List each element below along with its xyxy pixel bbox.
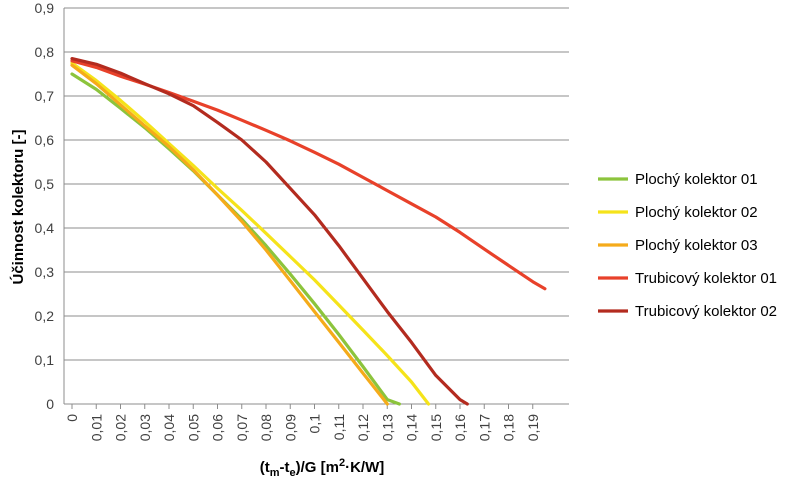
- x-axis-title: (tm-te)/G [m2·K/W]: [260, 457, 385, 479]
- x-tick-label: 0,17: [476, 414, 492, 441]
- grid-lines: [64, 7, 569, 361]
- x-axis-title-subscript: e: [290, 467, 296, 479]
- y-tick-label: 0,8: [35, 44, 55, 60]
- y-tick-label: 0,7: [35, 88, 55, 104]
- x-tick-label: 0,05: [185, 414, 201, 441]
- y-tick-label: 0: [46, 396, 54, 412]
- x-axis-title-part: (t: [260, 459, 270, 476]
- y-tick-label: 0,6: [35, 132, 55, 148]
- x-tick-label: 0,14: [404, 414, 420, 441]
- y-tick-label: 0,3: [35, 264, 55, 280]
- x-axis-title-part: )/G [m: [296, 459, 339, 476]
- x-axis-title-subscript: m: [270, 467, 280, 479]
- x-tick-label: 0,16: [452, 414, 468, 441]
- series-line-3: [70, 63, 389, 406]
- legend-label: Plochý kolektor 02: [635, 204, 758, 221]
- x-tick-label: 0,1: [307, 414, 323, 434]
- x-axis-title-superscript: 2: [339, 457, 345, 469]
- x-tick-label: 0,01: [88, 414, 104, 441]
- x-tick-label: 0,19: [525, 414, 541, 441]
- x-tick-label: 0: [64, 414, 80, 422]
- y-tick-label: 0,2: [35, 308, 55, 324]
- y-tick-label: 0,1: [35, 352, 55, 368]
- y-tick-labels: 0 0,1 0,2 0,3 0,4 0,5 0,6 0,7 0,8 0,9: [35, 0, 55, 412]
- x-tick-label: 0,15: [428, 414, 444, 441]
- x-tick-label: 0,13: [379, 414, 395, 441]
- x-axis-title-part: -t: [280, 459, 290, 476]
- x-axis-title-part: ·K/W]: [345, 459, 384, 476]
- x-tick-label: 0,03: [137, 414, 153, 441]
- legend-label: Trubicový kolektor 01: [635, 270, 777, 287]
- legend-label: Trubicový kolektor 02: [635, 303, 777, 320]
- x-tick-label: 0,02: [113, 414, 129, 441]
- y-tick-label: 0,9: [35, 0, 55, 16]
- legend-label: Plochý kolektor 03: [635, 237, 758, 254]
- x-tick-label: 0,12: [355, 414, 371, 441]
- x-tick-labels: 0 0,01 0,02 0,03 0,04 0,05 0,06 0,07 0,08 0,09 0,1…: [64, 414, 541, 441]
- y-tick-label: 0,4: [35, 220, 55, 236]
- x-tick-label: 0,08: [258, 414, 274, 441]
- series-lines: [70, 57, 547, 406]
- x-tick-label: 0,07: [234, 414, 250, 441]
- y-tick-label: 0,5: [35, 176, 55, 192]
- series-line-4: [70, 59, 547, 291]
- series-line-5: [70, 57, 469, 406]
- y-axis-title: Účinnost kolektoru [-]: [9, 129, 27, 284]
- x-tick-label: 0,18: [501, 414, 517, 441]
- legend: Plochý kolektor 01 Plochý kolektor 02 Ploc…: [598, 171, 777, 320]
- legend-label: Plochý kolektor 01: [635, 171, 758, 188]
- x-tick-label: 0,06: [210, 414, 226, 441]
- x-tick-label: 0,09: [282, 414, 298, 441]
- axes: [63, 8, 569, 409]
- series-line-2: [70, 61, 431, 406]
- x-tick-label: 0,11: [331, 414, 347, 440]
- x-tick-label: 0,04: [161, 414, 177, 441]
